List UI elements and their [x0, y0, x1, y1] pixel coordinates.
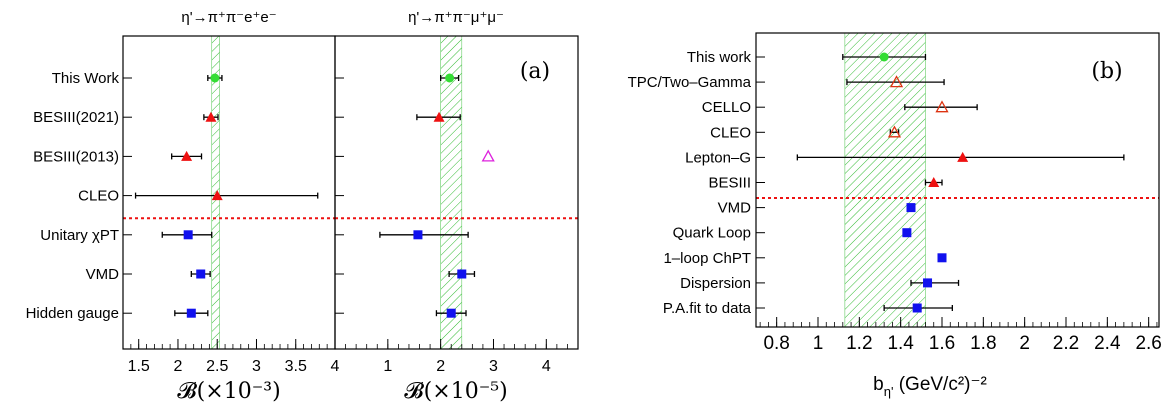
data-point-2-2 [935, 100, 949, 113]
x-tick-label-1-1: 1 [383, 358, 392, 375]
x-tick-label-0-2.5: 2.5 [206, 358, 228, 375]
category-label-b-5: BESIII [708, 175, 751, 192]
x-tick-label-2-2.2: 2.2 [1053, 333, 1079, 354]
data-point-1-3 [413, 230, 423, 240]
data-point-0-1 [205, 111, 217, 122]
category-label-b-6: VMD [718, 200, 752, 217]
x-tick-label-2-1: 1 [813, 333, 824, 354]
category-label-b-3: CLEO [710, 124, 751, 141]
category-label-a-6: Hidden gauge [26, 305, 119, 322]
x-tick-label-2-1.2: 1.2 [846, 333, 872, 354]
category-label-b-8: 1–loop ChPT [663, 250, 751, 267]
data-point-2-0 [879, 52, 889, 62]
data-point-0-0 [210, 73, 220, 83]
panel-a-left-title: η'→π⁺π⁻e⁺e⁻ [181, 9, 276, 26]
category-label-b-7: Quark Loop [673, 225, 751, 242]
x-tick-label-0-4: 4 [331, 358, 340, 375]
data-point-1-4 [457, 269, 467, 279]
data-point-0-4 [183, 230, 193, 240]
panel-b-chart: 0.8 1 1.2 1.4 1.6 1.8 2 2.2 2.4 2.6 This work TPC/T… [628, 32, 1162, 399]
data-point-2-5 [928, 177, 940, 187]
x-tick-label-0-3.5: 3.5 [285, 358, 307, 375]
category-label-a-4: Unitary χPT [40, 227, 119, 244]
category-label-a-1: BESIII(2021) [33, 109, 119, 126]
x-tick-label-2-2: 2 [1019, 333, 1030, 354]
x-tick-label-2-0.8: 0.8 [763, 333, 789, 354]
x-tick-label-1-2: 2 [436, 358, 445, 375]
x-tick-label-2-2.4: 2.4 [1094, 333, 1121, 354]
panel-a-right-xlabel: 𝓑(×10⁻⁵) [404, 379, 507, 404]
band-1 [440, 35, 463, 350]
data-point-2-4 [957, 151, 969, 162]
data-point-2-9 [923, 278, 933, 288]
category-label-b-10: P.A.fit to data [663, 300, 752, 317]
panel-b-label: (b) [1091, 59, 1122, 84]
data-point-1-1 [433, 111, 445, 122]
data-point-0-3 [211, 190, 223, 201]
data-point-2-10 [912, 303, 922, 313]
panel-a-chart: 1.5 2 2.5 3 3.5 4 1 2 3 4 This Work BESIII(2021) BES… [26, 9, 579, 404]
panel-a-left-xlabel: 𝓑(×10⁻³) [177, 379, 280, 404]
category-label-b-2: CELLO [702, 99, 751, 116]
data-point-2-3 [887, 125, 902, 138]
category-label-b-4: Lepton–G [685, 149, 751, 166]
x-tick-label-1-4: 4 [542, 358, 551, 375]
category-label-a-5: VMD [86, 266, 120, 283]
data-point-2-6 [906, 203, 916, 213]
data-point-0-5 [196, 269, 206, 279]
panel-b-xlabel: bη' (GeV/c²)⁻² [873, 374, 987, 399]
axes-frame-2 [755, 32, 1160, 328]
panel-a-label: (a) [520, 59, 550, 84]
x-tick-label-2-1.6: 1.6 [929, 333, 955, 354]
axes-frame-0 [122, 35, 336, 350]
category-label-b-1: TPC/Two–Gamma [628, 74, 752, 91]
data-point-1-0 [445, 73, 455, 83]
category-label-b-9: Dispersion [680, 275, 751, 292]
x-tick-label-1-3: 3 [489, 358, 498, 375]
data-point-0-6 [186, 308, 196, 318]
panel-a-right-title: η'→π⁺π⁻μ⁺μ⁻ [408, 9, 504, 26]
data-point-1-2 [481, 149, 495, 162]
category-label-a-3: CLEO [78, 188, 119, 205]
data-point-2-7 [902, 228, 912, 238]
data-point-2-8 [937, 253, 947, 263]
x-tick-label-0-3: 3 [252, 358, 261, 375]
category-label-a-0: This Work [52, 70, 120, 87]
data-point-0-2 [181, 150, 193, 161]
category-label-a-2: BESIII(2013) [33, 148, 119, 165]
x-tick-label-2-2.6: 2.6 [1135, 333, 1161, 354]
x-tick-label-2-1.4: 1.4 [887, 333, 914, 354]
x-tick-label-2-1.8: 1.8 [970, 333, 996, 354]
data-point-1-5 [446, 308, 456, 318]
category-label-b-0: This work [687, 49, 752, 66]
data-point-2-1 [889, 75, 904, 88]
x-tick-label-0-2: 2 [174, 358, 183, 375]
x-tick-label-0-1.5: 1.5 [128, 358, 150, 375]
axes-frame-1 [334, 35, 579, 350]
